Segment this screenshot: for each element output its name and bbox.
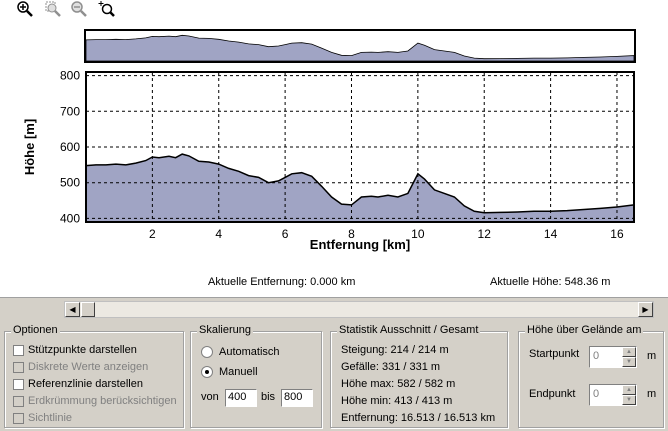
option-erdkruemmung[interactable]: Erdkrümmung berücksichtigen [13,395,177,407]
zoom-reset-icon[interactable] [98,0,116,18]
option-label: Stützpunkte darstellen [28,344,137,356]
radio-button[interactable] [201,346,213,358]
hoehe-gelaende-group: Höhe über Gelände am Startpunkt 0 ▲ ▼ m … [518,324,664,428]
skalierung-group: Skalierung Automatisch Manuell von 400 b… [190,324,322,428]
x-tick-label: 16 [610,227,624,241]
radio-manuell[interactable]: Manuell [201,366,258,378]
to-value-field[interactable]: 800 [281,389,313,407]
option-stuetzpunkte[interactable]: Stützpunkte darstellen [13,344,137,356]
checkbox[interactable] [13,395,24,407]
x-tick-label: 12 [478,227,492,241]
overview-profile [85,34,635,62]
option-label: Sichtlinie [28,412,73,424]
x-tick-label: 2 [149,227,156,241]
y-tick-label: 700 [60,104,80,118]
endpunkt-spinner[interactable]: 0 ▲ ▼ [589,384,637,406]
scroll-right-button[interactable]: ▶ [638,302,653,317]
x-axis-label: Entfernung [km] [310,237,410,252]
endpunkt-value[interactable]: 0 [593,388,600,400]
radio-button[interactable] [201,366,213,378]
profile-plot-area[interactable]: 2 4 6 8 10 12 14 16 400 500 600 700 800 Entfernung [… [0,0,668,298]
stat-steigung: Steigung: 214 / 214 m [341,344,449,356]
startpunkt-unit: m [647,350,657,362]
elevation-profile-chart[interactable]: 2 4 6 8 10 12 14 16 400 500 600 700 800 Entfernung [… [0,0,668,298]
hoehe-gelaende-title: Höhe über Gelände am [525,324,644,336]
checkbox[interactable] [13,361,24,373]
horizontal-scrollbar[interactable]: ◀ ▶ [64,301,654,318]
zoom-area-icon[interactable] [44,0,62,18]
current-height-readout: Aktuelle Höhe: 548.36 m [490,276,611,288]
radio-label: Manuell [219,366,258,378]
zoom-out-icon[interactable] [70,0,88,18]
x-tick-label: 10 [411,227,425,241]
scroll-left-button[interactable]: ◀ [65,302,80,317]
checkbox[interactable] [13,412,24,424]
option-label: Erdkrümmung berücksichtigen [28,395,177,407]
x-tick-label: 4 [215,227,222,241]
skalierung-title: Skalierung [197,324,253,336]
statistik-group: Statistik Ausschnitt / Gesamt Steigung: … [330,324,508,428]
option-diskrete-werte[interactable]: Diskrete Werte anzeigen [13,361,148,373]
y-tick-label: 500 [60,176,80,190]
endpunkt-label: Endpunkt [529,388,576,400]
spin-down-button[interactable]: ▼ [622,357,636,367]
zoom-in-icon[interactable] [16,0,34,18]
profile-area [86,154,634,222]
startpunkt-label: Startpunkt [529,348,580,360]
x-tick-label: 6 [282,227,289,241]
profile-line [85,153,635,214]
spin-up-button[interactable]: ▲ [622,385,636,395]
stat-gefaelle: Gefälle: 331 / 331 m [341,361,441,373]
spin-down-button[interactable]: ▼ [622,395,636,405]
startpunkt-spinner[interactable]: 0 ▲ ▼ [589,346,637,368]
endpunkt-unit: m [647,388,657,400]
spin-up-button[interactable]: ▲ [622,347,636,357]
x-tick-label: 14 [544,227,558,241]
option-referenzlinie[interactable]: Referenzlinie darstellen [13,378,143,390]
option-label: Referenzlinie darstellen [28,378,143,390]
stat-hoehe-max: Höhe max: 582 / 582 m [341,378,456,390]
scroll-thumb[interactable] [81,302,95,317]
option-label: Diskrete Werte anzeigen [28,361,149,373]
from-value-field[interactable]: 400 [225,389,257,407]
y-tick-label: 400 [60,211,80,225]
optionen-group: Optionen Stützpunkte darstellen Diskrete… [4,324,184,428]
radio-automatisch[interactable]: Automatisch [201,346,280,358]
bis-label: bis [261,391,276,403]
optionen-title: Optionen [11,324,60,336]
stat-hoehe-min: Höhe min: 413 / 413 m [341,395,453,407]
von-label: von [201,391,219,403]
x-tick-label: 8 [348,227,355,241]
checkbox[interactable] [13,378,24,390]
current-distance-readout: Aktuelle Entfernung: 0.000 km [208,276,356,288]
statistik-title: Statistik Ausschnitt / Gesamt [337,324,481,336]
radio-label: Automatisch [219,346,280,358]
option-sichtlinie[interactable]: Sichtlinie [13,412,72,424]
y-tick-label: 800 [60,69,80,83]
y-axis-label: Höhe [m] [22,119,37,175]
startpunkt-value[interactable]: 0 [593,350,600,362]
y-tick-label: 600 [60,140,80,154]
stat-entfernung: Entfernung: 16.513 / 16.513 km [341,412,496,424]
checkbox[interactable] [13,344,24,356]
